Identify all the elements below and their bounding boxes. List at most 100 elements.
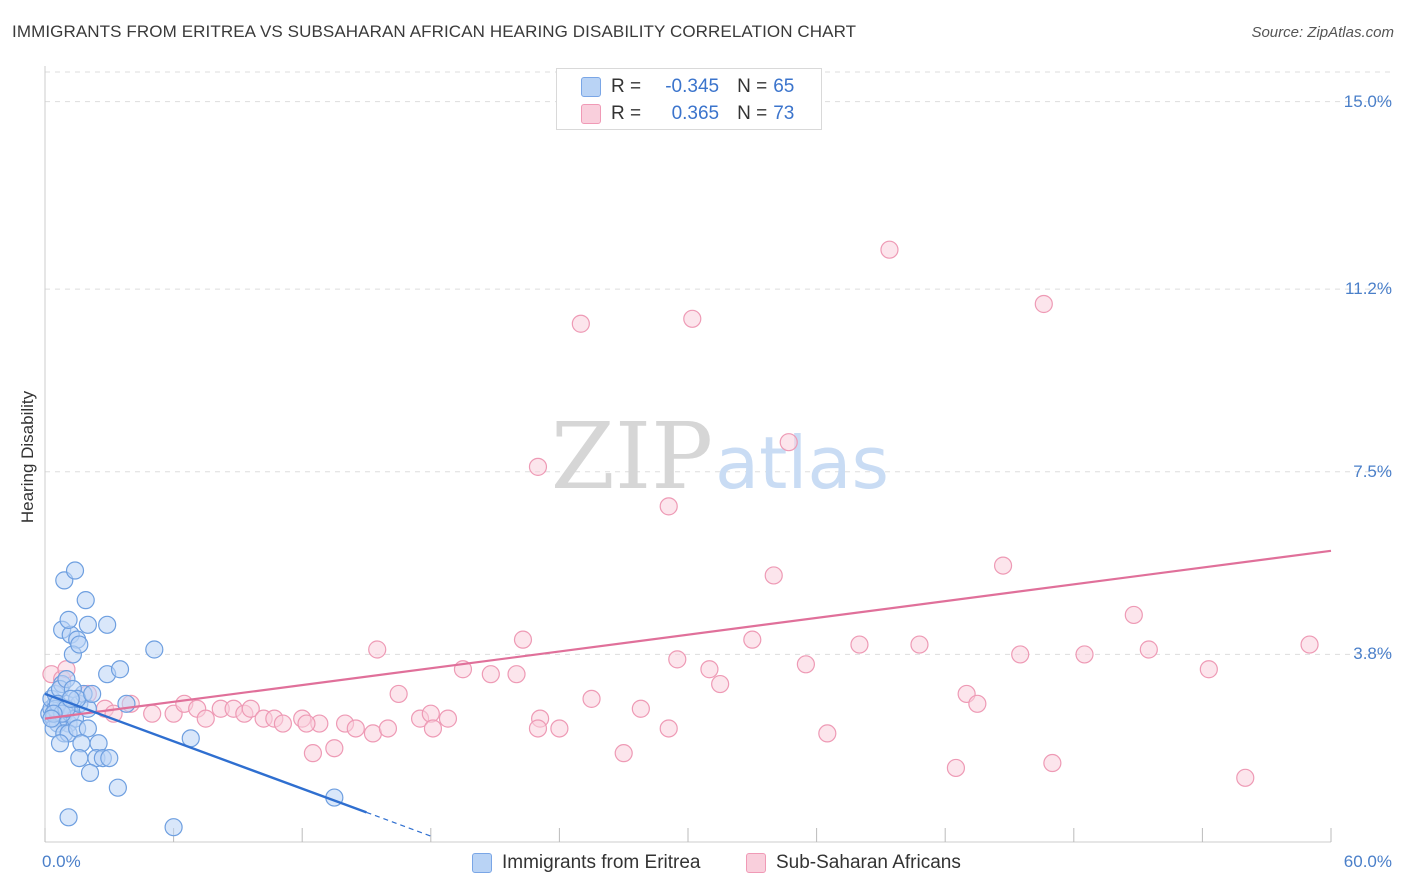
data-point — [850, 635, 869, 654]
data-point — [513, 630, 533, 649]
pink-swatch-icon — [581, 104, 601, 124]
pink-swatch-icon — [746, 853, 766, 873]
data-point — [1300, 635, 1319, 654]
data-point — [550, 719, 569, 738]
data-point — [683, 309, 702, 328]
data-point — [78, 615, 97, 634]
trend-line-pink — [44, 549, 1332, 720]
data-point — [72, 734, 91, 753]
data-point — [241, 699, 260, 718]
data-point — [368, 640, 387, 659]
n-label: N = — [737, 76, 768, 97]
data-point — [273, 714, 293, 733]
data-point — [481, 665, 500, 684]
legend-row-blue: R = -0.345 N = 65 — [581, 75, 794, 99]
data-point — [1124, 605, 1143, 625]
data-point — [303, 744, 323, 763]
y-tick-label: 7.5% — [1353, 461, 1392, 481]
data-point — [70, 748, 89, 768]
data-point — [389, 684, 408, 704]
data-point — [968, 694, 987, 713]
y-tick-label: 11.2% — [1345, 279, 1392, 299]
data-point — [614, 744, 633, 763]
data-point — [711, 674, 730, 694]
r-label: R = — [611, 103, 642, 124]
data-point — [946, 758, 966, 778]
r-label: R = — [611, 76, 642, 97]
data-point — [1139, 640, 1158, 659]
data-point — [764, 566, 783, 585]
n-value: 73 — [773, 103, 795, 124]
x-tick-max: 60.0% — [1343, 852, 1392, 871]
data-point — [297, 714, 316, 733]
data-point — [528, 457, 548, 476]
legend-label-blue: Immigrants from Eritrea — [502, 852, 701, 873]
data-point — [743, 630, 762, 649]
data-point — [1199, 660, 1218, 679]
data-point — [108, 778, 127, 797]
data-point — [668, 650, 687, 669]
data-point — [880, 240, 899, 259]
data-point — [100, 748, 119, 768]
data-point — [346, 719, 365, 738]
data-point — [423, 719, 443, 738]
blue-swatch-icon — [472, 853, 492, 873]
correlation-legend: R = -0.345 N = 65 R = 0.365 N = 73 — [556, 68, 822, 130]
data-point — [582, 689, 601, 708]
data-point — [143, 704, 162, 723]
data-point — [98, 615, 117, 634]
data-point — [993, 556, 1013, 575]
data-point — [910, 635, 929, 654]
data-point — [507, 665, 526, 684]
y-tick-label: 3.8% — [1353, 644, 1392, 664]
data-point — [779, 433, 798, 452]
data-point — [571, 314, 590, 333]
source-label: Source: ZipAtlas.com — [1251, 24, 1394, 41]
data-point — [421, 704, 440, 723]
data-point — [196, 709, 215, 728]
trend-lines — [44, 549, 1332, 837]
legend-label-pink: Sub-Saharan Africans — [776, 852, 961, 873]
legend-item-blue: Immigrants from Eritrea — [472, 852, 700, 874]
trend-line-blue — [44, 692, 367, 814]
data-point — [1034, 294, 1053, 314]
pink-series-points — [42, 240, 1319, 787]
data-point — [1236, 768, 1255, 787]
watermark-zip: ZIP — [551, 403, 713, 510]
x-tick-min: 0.0% — [42, 852, 81, 871]
data-point — [83, 684, 102, 704]
data-point — [796, 655, 815, 674]
data-point — [325, 739, 344, 758]
legend-item-pink: Sub-Saharan Africans — [746, 852, 961, 874]
data-point — [80, 763, 100, 782]
watermark-atlas: atlas — [715, 421, 889, 505]
n-value: 65 — [773, 76, 795, 97]
legend-row-pink: R = 0.365 N = 73 — [581, 102, 794, 126]
data-point — [438, 709, 458, 728]
data-point — [145, 640, 164, 659]
data-point — [700, 660, 719, 679]
watermark: ZIP atlas — [551, 403, 889, 510]
data-point — [1075, 645, 1094, 664]
data-point — [59, 610, 78, 629]
trend-line-blue-extension — [366, 811, 432, 837]
data-point — [659, 719, 678, 738]
data-point — [659, 497, 678, 516]
data-point — [378, 719, 398, 738]
data-point — [631, 699, 650, 718]
y-tick-label: 15.0% — [1343, 91, 1392, 111]
data-point — [1043, 753, 1062, 773]
chart-title: IMMIGRANTS FROM ERITREA VS SUBSAHARAN AF… — [12, 22, 857, 41]
data-point — [70, 635, 89, 654]
data-point — [164, 818, 183, 837]
data-point — [59, 808, 78, 827]
data-point — [50, 734, 70, 753]
data-point — [818, 724, 837, 743]
data-point — [528, 719, 548, 738]
n-label: N = — [737, 103, 768, 124]
r-value: 0.365 — [671, 103, 720, 124]
grid-lines — [45, 71, 1392, 655]
data-point — [110, 660, 130, 679]
data-point — [1011, 645, 1030, 664]
